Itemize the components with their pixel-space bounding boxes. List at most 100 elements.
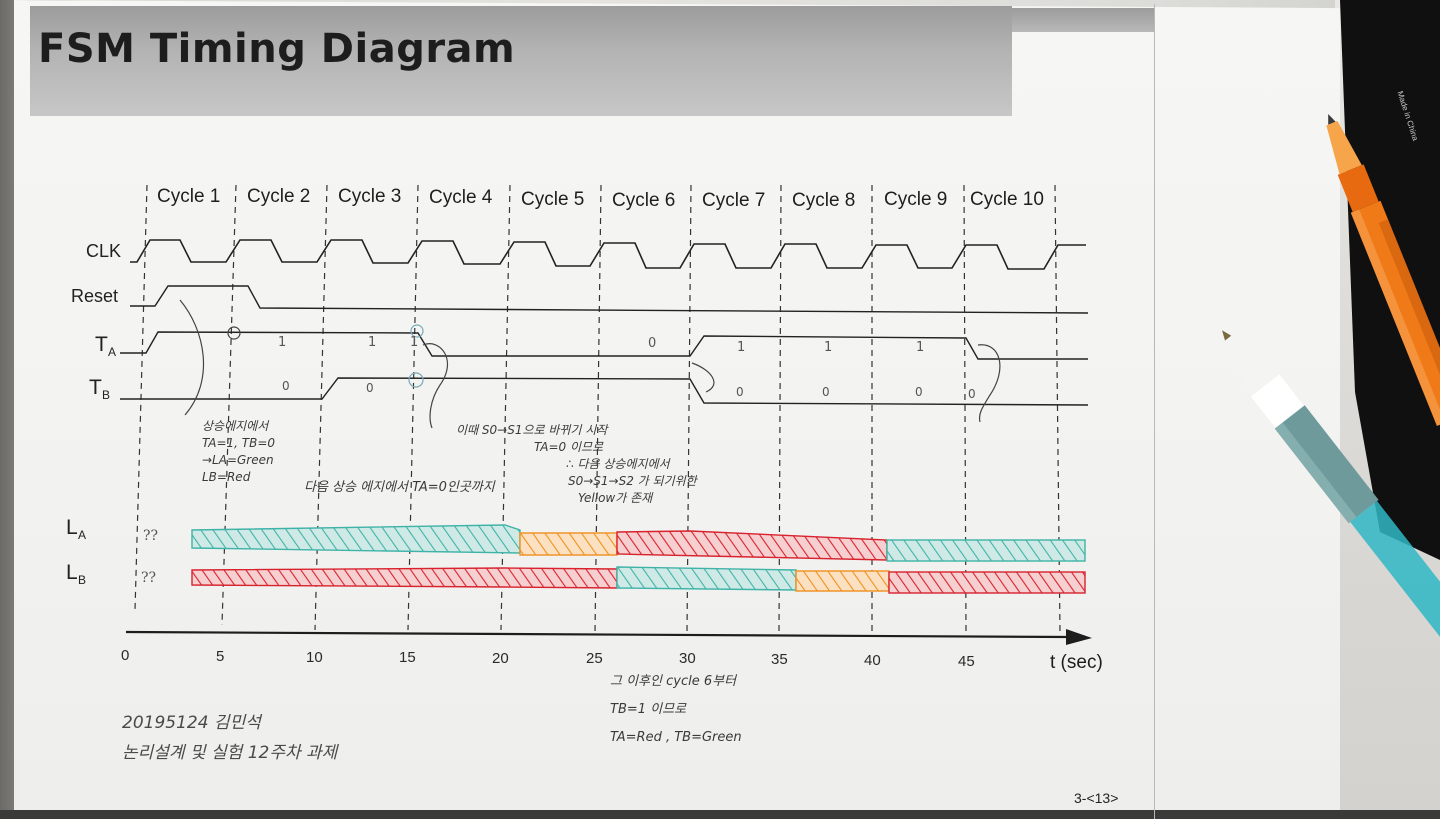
time-axis-ticks: 0 5 10 15 20 25 30 35 40 45: [121, 647, 975, 670]
la-bar-red: [616, 530, 888, 561]
time-axis-label: t (sec): [1050, 652, 1103, 673]
tick-label: 35: [771, 651, 788, 668]
svg-text:T: T: [89, 376, 102, 399]
cycle-label-8: Cycle 8: [792, 190, 855, 211]
ta-mark: 1: [410, 335, 418, 350]
title-bar: [30, 6, 1012, 116]
cycle-divider-0: [134, 184, 148, 611]
ta-mark: 1: [368, 335, 376, 350]
tb-label: T B: [89, 376, 110, 402]
note-after-cycle6: 그 이후인 cycle 6부터 TB=1 이므로 TA=Red , TB=Gre…: [610, 674, 742, 745]
tb-mark: 0: [968, 387, 976, 401]
ta-mark: 1: [916, 340, 924, 355]
ta-mark: 0: [648, 336, 656, 351]
tick-label: 10: [306, 649, 323, 666]
note-state-transition: 이때 S0→S1으로 바뀌기 시작 TA=0 이므로 ∴ 다음 상승에지에서 S…: [456, 423, 697, 505]
cycle-divider-4: [500, 184, 511, 631]
slide-title: FSM Timing Diagram: [38, 26, 516, 72]
cycle-label-1: Cycle 1: [157, 186, 220, 207]
la-unknown-mark: ??: [143, 528, 158, 544]
cycle-divider-6: [686, 184, 692, 633]
la-bar-yellow: [519, 532, 618, 556]
cycle-divider-9: [963, 184, 967, 633]
lb-unknown-mark: ??: [141, 570, 156, 586]
lb-bar-red-2: [888, 571, 1086, 594]
cycle-label-5: Cycle 5: [521, 189, 584, 210]
mark-circle-1: [227, 326, 241, 340]
svg-text:A: A: [78, 528, 86, 542]
svg-text:T: T: [95, 333, 108, 356]
slide-border: [26, 4, 1155, 819]
signature-note: 20195124 김민석 논리설계 및 실험 12주차 과제: [122, 713, 338, 763]
tick-label: 25: [586, 650, 603, 667]
cycle-dividers: [134, 184, 1061, 633]
orange-pen: [1326, 114, 1440, 426]
clk-label: CLK: [86, 241, 121, 261]
paper-sheet: [14, 0, 1340, 810]
lb-label: L B: [66, 561, 86, 587]
svg-text:L: L: [66, 561, 78, 584]
ta-mark: 1: [278, 335, 286, 350]
page-number: 3-<13>: [1074, 790, 1119, 806]
handwritten-arrows: [179, 299, 1001, 429]
cycle-label-9: Cycle 9: [884, 189, 947, 210]
time-axis: [125, 630, 1071, 639]
svg-text:L: L: [66, 516, 78, 539]
arrow-curve-2: [422, 343, 448, 429]
la-bar-green-1: [191, 524, 521, 554]
note-rising-edge: 상승에지에서 TA=1, TB=0 →LA=Green LB=Red: [202, 419, 276, 484]
cycle-divider-10: [1054, 184, 1061, 633]
arrow-curve-1: [179, 299, 205, 416]
tb-mark: 0: [282, 379, 290, 393]
reset-waveform: [130, 285, 1089, 314]
mark-circle-2: [410, 324, 424, 338]
tb-value-marks: 0 0 0 0 0 0: [282, 379, 976, 401]
tick-label: 40: [864, 652, 881, 669]
ta-value-marks: 1 1 1 0 1 1 1: [278, 335, 924, 355]
ta-waveform: [120, 331, 1088, 360]
la-label: L A: [66, 516, 86, 542]
tb-mark: 0: [736, 385, 744, 399]
cycle-divider-3: [407, 184, 419, 631]
mark-circle-3: [408, 372, 424, 388]
note-until-ta-zero: 다음 상승 에지에서 TA=0인곳까지: [304, 480, 495, 495]
la-bar-green-2: [886, 539, 1086, 562]
svg-text:A: A: [108, 345, 116, 359]
cycle-label-7: Cycle 7: [702, 190, 765, 211]
arrow-curve-3: [691, 362, 715, 393]
lb-bar-yellow: [795, 570, 890, 592]
cycle-label-4: Cycle 4: [429, 187, 493, 208]
cycle-label-3: Cycle 3: [338, 186, 401, 207]
tb-waveform: [120, 377, 1089, 406]
cycle-divider-5: [594, 184, 602, 633]
svg-text:B: B: [78, 573, 86, 587]
cycle-labels: Cycle 1 Cycle 2 Cycle 3 Cycle 4 Cycle 5 …: [157, 186, 1044, 211]
lb-bar-red-1: [191, 567, 618, 589]
arrow-curve-4: [977, 344, 1001, 423]
tick-label: 20: [492, 650, 509, 667]
svg-text:B: B: [102, 388, 110, 402]
title-bar-extension: [1012, 8, 1154, 32]
lb-bars: [191, 566, 1086, 594]
tick-label: 0: [121, 647, 129, 664]
tb-mark: 0: [822, 385, 830, 399]
time-axis-arrowhead: [1066, 629, 1092, 645]
cycle-label-6: Cycle 6: [612, 190, 675, 211]
cycle-label-10: Cycle 10: [970, 189, 1044, 210]
ta-mark: 1: [824, 340, 832, 355]
ta-mark: 1: [737, 340, 745, 355]
tb-mark: 0: [915, 385, 923, 399]
cycle-label-2: Cycle 2: [247, 186, 310, 207]
tick-label: 30: [679, 650, 696, 667]
tb-mark: 0: [366, 381, 374, 395]
cycle-divider-2: [314, 184, 328, 631]
tick-label: 45: [958, 653, 975, 670]
la-bars: [191, 524, 1086, 562]
reset-label: Reset: [71, 286, 118, 306]
tick-label: 5: [216, 648, 224, 665]
clk-waveform: [130, 239, 1086, 270]
ta-label: T A: [95, 333, 116, 359]
lb-bar-green: [616, 566, 797, 591]
tick-label: 15: [399, 649, 416, 666]
